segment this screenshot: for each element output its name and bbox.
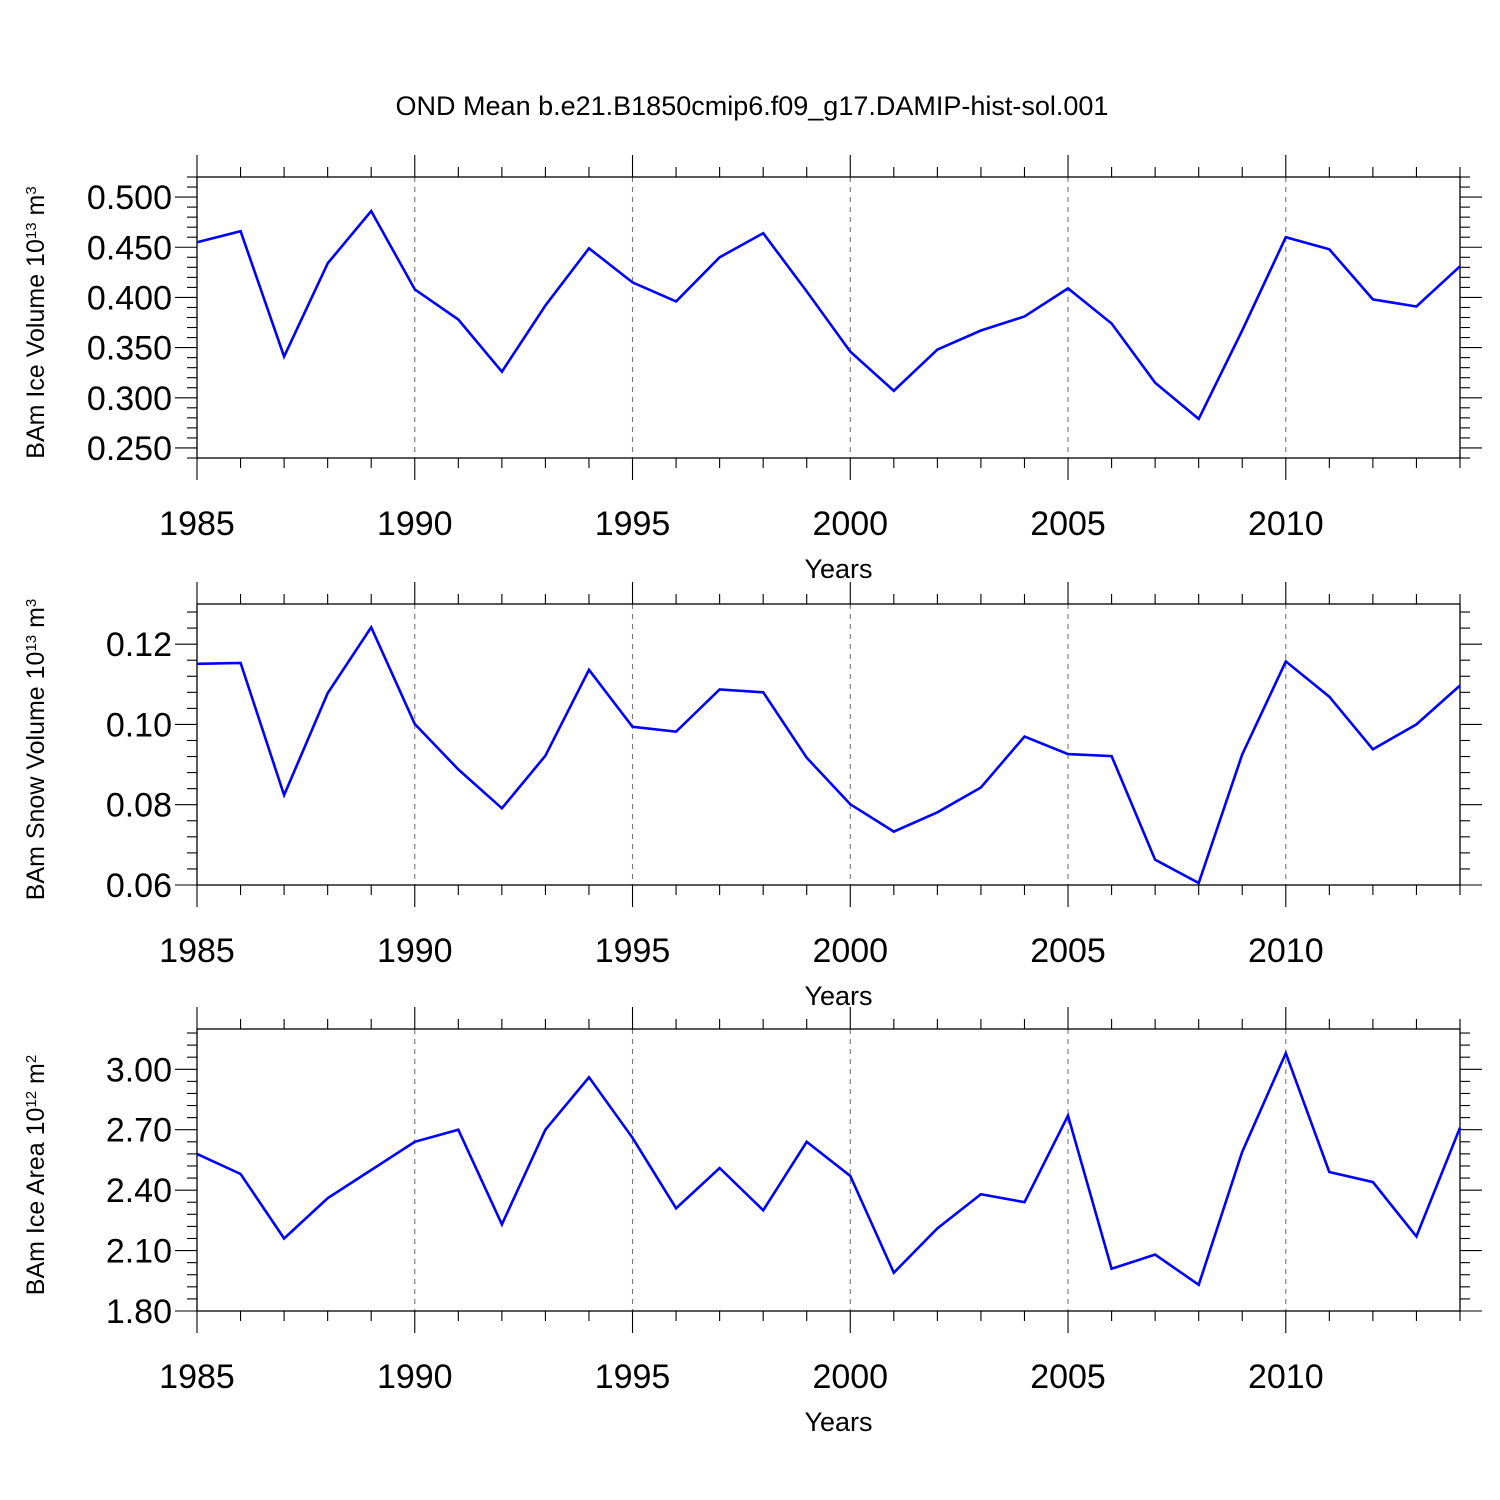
y-tick-label: 3.00 xyxy=(106,1051,172,1089)
panel-ice-area: 1985 1990 1995 2000 2005 2010 1.80 2.10 2.40 2.70… xyxy=(22,1007,1482,1437)
y-tick-label: 0.350 xyxy=(87,330,172,368)
y-tick-label: 0.10 xyxy=(106,706,172,744)
panels: 1985 1990 1995 2000 2005 2010 0.250 0.300 0.350 0… xyxy=(22,155,1482,1437)
y-tick-label: 0.400 xyxy=(87,279,172,317)
panel-snow-volume: 1985 1990 1995 2000 2005 2010 0.06 0.08 0.10 0.12… xyxy=(22,582,1482,1011)
y-axis-label: BAm Snow Volume 1013 m3 xyxy=(22,599,50,901)
x-tick-label: 1985 xyxy=(159,932,235,970)
x-tick-label: 1990 xyxy=(377,505,453,543)
x-tick-label: 2005 xyxy=(1030,505,1106,543)
x-tick-label: 1995 xyxy=(595,1358,671,1396)
y-axis-label-exponent: 13 xyxy=(23,222,40,239)
x-tick-label: 1990 xyxy=(377,1358,453,1396)
x-tick-label: 2010 xyxy=(1248,932,1324,970)
x-axis-label: Years xyxy=(804,1407,872,1437)
x-tick-label: 1985 xyxy=(159,1358,235,1396)
x-tick-label: 2005 xyxy=(1030,1358,1106,1396)
y-axis-label-unit-exponent: 2 xyxy=(23,1055,40,1063)
y-tick-label: 0.250 xyxy=(87,430,172,468)
y-axis-label-text: BAm Ice Volume 10 xyxy=(22,239,50,459)
series-line xyxy=(196,1049,1462,1287)
y-tick-label: 0.08 xyxy=(106,787,172,825)
plot-frame xyxy=(196,1028,1461,1312)
y-tick-label: 2.40 xyxy=(106,1172,172,1210)
x-tick-label: 1995 xyxy=(595,932,671,970)
series-line xyxy=(196,208,1461,421)
y-axis-label-exponent: 13 xyxy=(23,635,40,652)
chart-title: OND Mean b.e21.B1850cmip6.f09_g17.DAMIP-… xyxy=(396,91,1109,121)
x-axis-label: Years xyxy=(804,981,872,1011)
y-axis-label-unit: m xyxy=(22,1063,50,1091)
x-tick-label: 2000 xyxy=(812,932,888,970)
x-tick-label: 2000 xyxy=(812,1358,888,1396)
x-tick-label: 1990 xyxy=(377,932,453,970)
y-tick-label: 0.06 xyxy=(106,867,172,905)
x-tick-label: 2010 xyxy=(1248,1358,1324,1396)
series-line xyxy=(196,624,1461,885)
x-tick-label: 2005 xyxy=(1030,932,1106,970)
y-axis-label-exponent: 12 xyxy=(23,1091,40,1108)
y-tick-label: 0.450 xyxy=(87,229,172,267)
y-axis-label-text: BAm Ice Area 10 xyxy=(22,1108,50,1296)
y-axis-label-unit-exponent: 3 xyxy=(23,599,40,607)
y-tick-label: 1.80 xyxy=(106,1293,172,1331)
x-tick-label: 1985 xyxy=(159,505,235,543)
x-tick-label: 1995 xyxy=(595,505,671,543)
y-axis-label: BAm Ice Volume 1013 m3 xyxy=(22,186,50,458)
x-tick-label: 2000 xyxy=(812,505,888,543)
y-axis-label-unit: m xyxy=(22,195,50,223)
y-tick-label: 2.10 xyxy=(106,1233,172,1271)
y-axis-label-unit-exponent: 3 xyxy=(23,186,40,194)
x-tick-label: 2010 xyxy=(1248,505,1324,543)
y-axis-label: BAm Ice Area 1012 m2 xyxy=(22,1055,50,1295)
plot-frame xyxy=(196,603,1461,886)
y-tick-label: 0.500 xyxy=(87,179,172,217)
panel-ice-volume: 1985 1990 1995 2000 2005 2010 0.250 0.300 0.350 0… xyxy=(22,155,1482,584)
y-tick-label: 0.300 xyxy=(87,380,172,418)
plot-frame xyxy=(196,176,1461,459)
y-axis-label-text: BAm Snow Volume 10 xyxy=(22,652,50,901)
x-axis-label: Years xyxy=(804,554,872,584)
y-axis-label-unit: m xyxy=(22,607,50,635)
y-tick-label: 2.70 xyxy=(106,1112,172,1150)
y-tick-label: 0.12 xyxy=(106,626,172,664)
